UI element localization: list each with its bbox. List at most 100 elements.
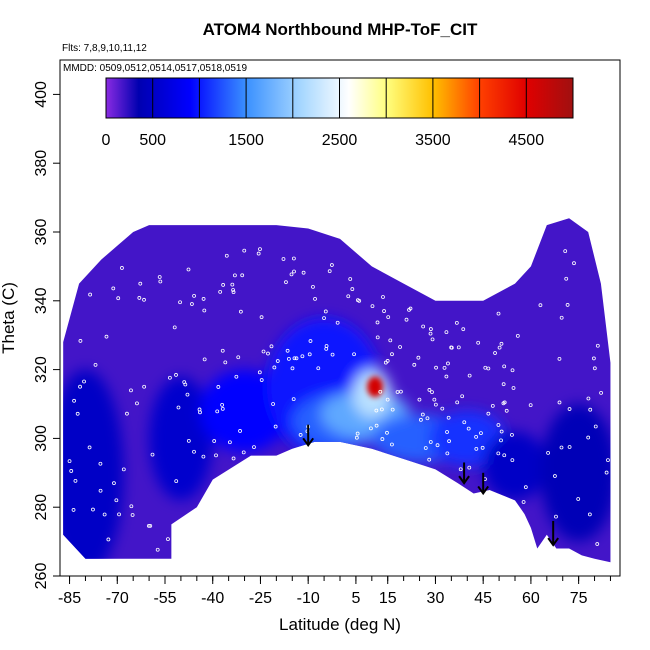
- sample-point: [201, 454, 206, 459]
- sample-point: [433, 402, 438, 407]
- sample-point: [146, 523, 151, 528]
- sample-point: [231, 288, 235, 292]
- sample-point: [557, 356, 562, 361]
- sample-point: [523, 485, 528, 490]
- sample-point: [240, 273, 245, 278]
- sample-point: [129, 504, 134, 509]
- sample-point: [284, 280, 288, 285]
- sample-point: [434, 365, 438, 370]
- arrow-head: [302, 437, 314, 448]
- sample-point: [346, 294, 351, 299]
- sample-point: [490, 403, 495, 408]
- sample-point: [155, 547, 160, 552]
- sample-point: [87, 445, 92, 450]
- sample-point: [510, 458, 515, 463]
- sample-point: [421, 324, 426, 329]
- sample-point: [186, 438, 191, 443]
- sample-point: [192, 293, 196, 298]
- sample-point: [385, 430, 389, 435]
- sample-point: [257, 370, 262, 375]
- sample-point: [354, 435, 359, 440]
- sample-point: [546, 450, 550, 455]
- sample-point: [289, 272, 294, 277]
- sample-point: [271, 402, 275, 406]
- sample-point: [157, 275, 162, 279]
- sample-point: [135, 401, 139, 406]
- sample-point: [301, 270, 306, 275]
- sample-point: [148, 523, 153, 528]
- sample-point: [348, 277, 353, 281]
- arrow-head: [477, 485, 489, 496]
- sample-point: [460, 394, 465, 399]
- sample-point: [595, 343, 600, 348]
- sample-point: [444, 330, 449, 335]
- sample-point: [428, 327, 433, 331]
- sample-point: [281, 257, 286, 261]
- sample-point: [142, 297, 146, 302]
- sample-point: [223, 360, 228, 365]
- sample-point: [412, 362, 417, 367]
- y-axis-label: Theta (C): [0, 282, 18, 354]
- sample-point: [168, 375, 172, 380]
- sample-point: [322, 316, 326, 321]
- sample-point: [593, 424, 598, 429]
- sample-point: [432, 397, 437, 402]
- sample-point: [292, 356, 297, 361]
- sample-point: [236, 355, 241, 360]
- sample-point: [528, 403, 533, 408]
- sample-point: [357, 299, 362, 303]
- sample-point: [176, 405, 181, 410]
- sample-point: [564, 276, 569, 281]
- colorbar-label: 2500: [322, 132, 358, 149]
- x-axis: -85 -70 -55 -40 -25 -10 5 15 30 45 60 75: [58, 576, 611, 607]
- sample-point: [466, 426, 471, 431]
- arrow-head: [458, 475, 470, 485]
- sample-point: [202, 308, 207, 313]
- y-tick-label: 360: [33, 219, 50, 246]
- sample-point: [446, 361, 450, 366]
- sample-point: [231, 290, 236, 295]
- sample-point: [291, 397, 296, 402]
- sample-point: [588, 407, 593, 412]
- sample-point: [73, 478, 78, 483]
- sample-point: [261, 349, 266, 354]
- sample-point: [446, 415, 451, 420]
- sample-point: [467, 373, 472, 378]
- dates-note: MMDD: 0509,0512,0514,0517,0518,0519: [63, 63, 247, 74]
- sample-point: [425, 416, 430, 421]
- sample-point: [120, 266, 124, 270]
- sample-point: [427, 457, 432, 462]
- sample-point: [291, 256, 296, 261]
- sample-point: [511, 386, 516, 390]
- sample-point: [252, 445, 256, 450]
- sample-point: [137, 296, 142, 300]
- sample-point: [502, 453, 507, 458]
- sample-point: [308, 339, 313, 343]
- sample-point: [499, 341, 504, 346]
- sample-point: [587, 512, 592, 517]
- sample-point: [449, 345, 454, 350]
- sample-point: [474, 434, 479, 439]
- sample-point: [388, 338, 393, 343]
- sample-point: [576, 497, 581, 501]
- sample-point: [238, 309, 243, 314]
- sample-point: [215, 409, 220, 414]
- y-tick-label: 280: [33, 494, 50, 521]
- x-tick-label: 5: [351, 590, 360, 607]
- sample-point: [275, 359, 280, 363]
- sample-point: [197, 407, 202, 412]
- sample-point: [323, 309, 328, 314]
- sample-point: [417, 397, 422, 402]
- sample-point: [501, 382, 506, 387]
- sample-point: [130, 513, 135, 517]
- sample-point: [138, 281, 143, 286]
- sample-point: [313, 297, 317, 301]
- sample-point: [430, 390, 434, 395]
- sample-point: [554, 514, 558, 519]
- sample-point: [423, 446, 428, 450]
- sample-point: [220, 348, 225, 353]
- sample-point: [586, 396, 591, 401]
- sample-point: [224, 253, 229, 258]
- sample-point: [106, 537, 111, 542]
- sample-point: [454, 320, 459, 325]
